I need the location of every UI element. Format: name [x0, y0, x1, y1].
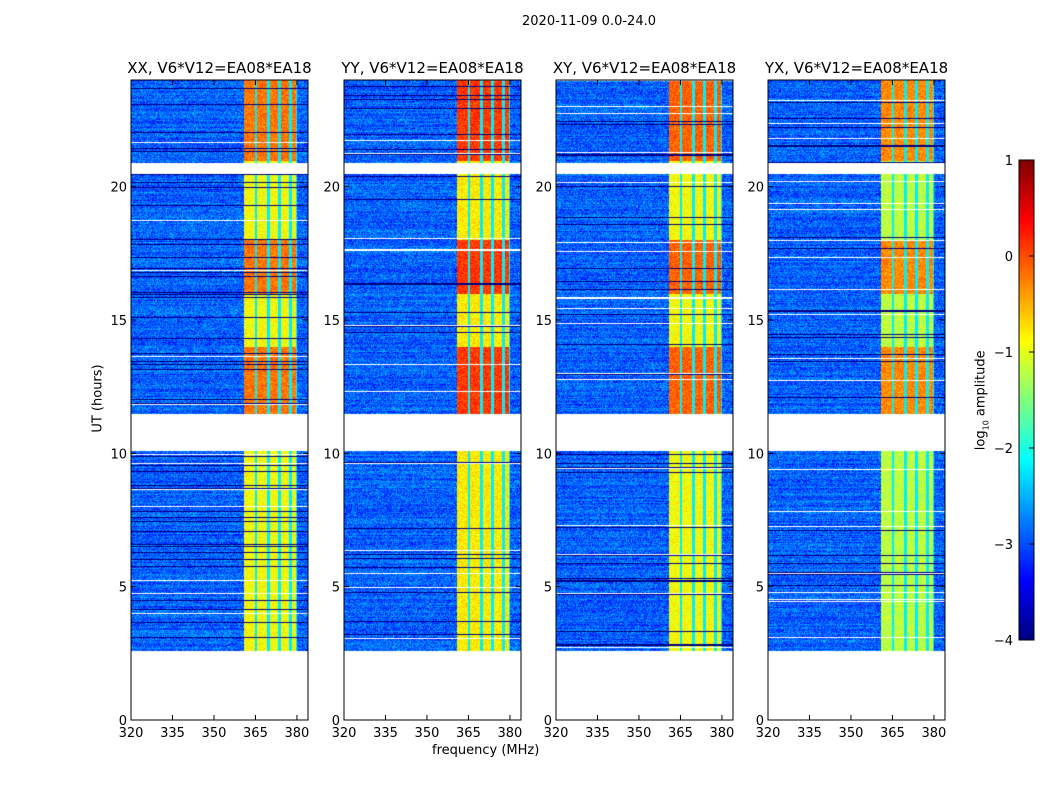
y-tick-label: 0 [544, 714, 552, 729]
x-tick-label: 350 [415, 726, 440, 741]
waterfall-panel-0 [131, 80, 308, 720]
y-tick-label: 5 [756, 581, 764, 596]
colorbar-tick-label: −3 [994, 538, 1013, 553]
x-tick-label: 365 [243, 726, 268, 741]
y-tick-label: 20 [110, 181, 127, 196]
panel-title-1: YY, V6*V12=EA08*EA18 [341, 59, 524, 77]
y-tick-label: 15 [747, 314, 764, 329]
x-tick-label: 320 [332, 726, 357, 741]
waterfall-panel-1 [344, 80, 521, 720]
y-tick-label: 10 [747, 447, 764, 462]
x-tick-label: 350 [627, 726, 652, 741]
x-tick-label: 320 [544, 726, 569, 741]
panel-frame-0 [130, 79, 309, 721]
waterfall-panel-2 [556, 80, 733, 720]
y-tick-label: 0 [119, 714, 127, 729]
colorbar-frame [1018, 159, 1035, 641]
waterfall-panel-3 [768, 80, 945, 720]
x-tick-label: 350 [202, 726, 227, 741]
x-axis-label: frequency (MHz) [432, 743, 540, 758]
colorbar [1019, 160, 1034, 640]
colorbar-tick-label: −1 [994, 346, 1013, 361]
colorbar-tick-label: −2 [994, 442, 1013, 457]
y-tick-label: 10 [323, 447, 340, 462]
y-tick-label: 0 [332, 714, 340, 729]
y-tick-label: 20 [323, 181, 340, 196]
x-tick-label: 320 [756, 726, 781, 741]
y-tick-label: 5 [544, 581, 552, 596]
panel-title-3: YX, V6*V12=EA08*EA18 [764, 59, 949, 77]
y-tick-label: 15 [535, 314, 552, 329]
x-tick-label: 335 [585, 726, 610, 741]
x-tick-label: 365 [456, 726, 481, 741]
y-tick-label: 5 [332, 581, 340, 596]
colorbar-tick-label: 1 [1005, 154, 1013, 169]
x-tick-label: 335 [160, 726, 185, 741]
panel-frame-2 [555, 79, 734, 721]
x-tick-label: 335 [797, 726, 822, 741]
y-tick-label: 15 [110, 314, 127, 329]
panel-title-2: XY, V6*V12=EA08*EA18 [552, 59, 737, 77]
x-tick-label: 365 [880, 726, 905, 741]
x-tick-label: 380 [710, 726, 735, 741]
y-tick-label: 10 [535, 447, 552, 462]
y-tick-label: 20 [747, 181, 764, 196]
y-tick-label: 10 [110, 447, 127, 462]
panel-title-0: XX, V6*V12=EA08*EA18 [127, 59, 312, 77]
y-tick-label: 0 [756, 714, 764, 729]
figure-title: 2020-11-09 0.0-24.0 [522, 14, 656, 29]
x-tick-label: 380 [498, 726, 523, 741]
x-tick-label: 365 [668, 726, 693, 741]
y-tick-label: 15 [323, 314, 340, 329]
y-tick-label: 5 [119, 581, 127, 596]
panel-frame-1 [343, 79, 522, 721]
x-tick-label: 380 [285, 726, 310, 741]
x-tick-label: 350 [839, 726, 864, 741]
panel-frame-3 [767, 79, 946, 721]
x-tick-label: 320 [119, 726, 144, 741]
x-tick-label: 380 [922, 726, 947, 741]
y-tick-label: 20 [535, 181, 552, 196]
x-tick-label: 335 [373, 726, 398, 741]
colorbar-tick-label: 0 [1005, 250, 1013, 265]
colorbar-tick-label: −4 [994, 634, 1013, 649]
